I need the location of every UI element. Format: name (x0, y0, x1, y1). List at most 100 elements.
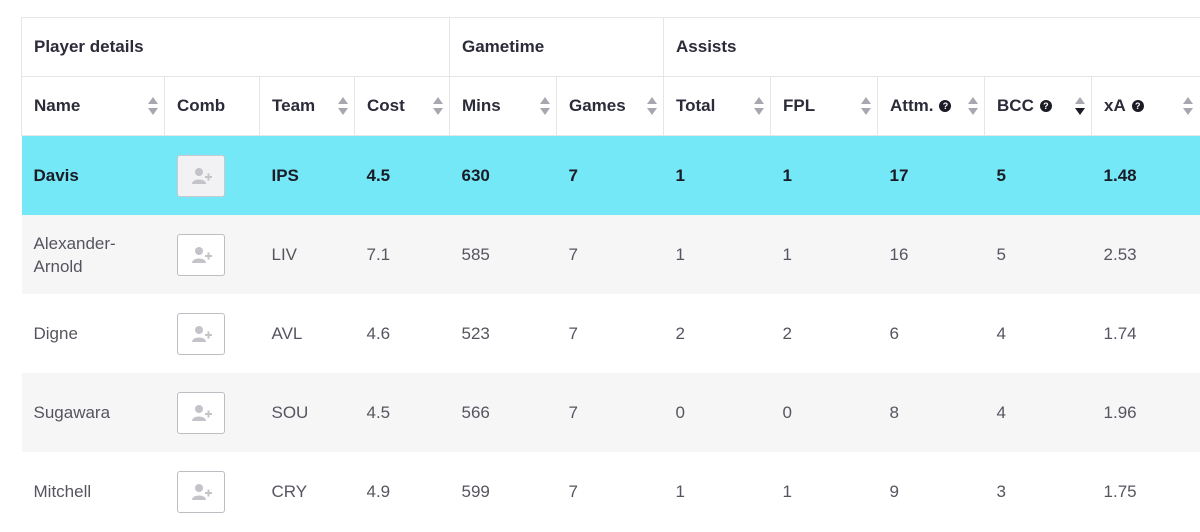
help-icon[interactable]: ? (1131, 100, 1144, 112)
add-to-comb-button[interactable] (176, 312, 225, 355)
assists-total: 0 (663, 373, 771, 452)
group-assists: Assists (663, 17, 1200, 77)
mins: 585 (449, 215, 557, 294)
comb-cell (164, 215, 260, 294)
player-name[interactable]: Digne (33, 324, 78, 343)
sort-arrows-icon[interactable] (338, 96, 348, 116)
attm: 17 (877, 135, 985, 215)
table-body: Davis IPS 4.5 630 7 1 1 17 5 1.48 Alexan… (21, 135, 1200, 532)
help-icon[interactable]: ? (939, 100, 952, 112)
assists-fpl: 2 (782, 323, 792, 343)
mins: 523 (461, 323, 490, 343)
sort-arrows-icon[interactable] (540, 96, 550, 116)
team: CRY (271, 481, 308, 501)
add-to-comb-button[interactable] (176, 470, 225, 513)
mins: 566 (449, 373, 557, 452)
sort-arrows-icon[interactable] (148, 96, 158, 116)
add-to-comb-button[interactable] (176, 391, 225, 434)
cost: 4.9 (366, 481, 391, 501)
comb-cell (165, 294, 260, 373)
add-user-icon (191, 325, 212, 342)
cost: 4.6 (366, 323, 391, 343)
sort-arrows-icon[interactable] (647, 96, 658, 116)
xa: 1.96 (1091, 373, 1200, 452)
col-header-bcc[interactable]: BCC? (984, 76, 1093, 136)
xa: 1.75 (1103, 481, 1137, 501)
table-row[interactable]: Alexander-Arnold LIV 7.1 585 7 1 1 16 5 … (21, 215, 1200, 294)
assists-fpl: 0 (770, 373, 878, 452)
team: AVL (271, 323, 303, 343)
sort-arrows-icon[interactable] (433, 96, 443, 116)
player-name[interactable]: Mitchell (33, 482, 92, 501)
table-row[interactable]: Digne AVL 4.6 523 7 2 2 6 4 1.74 (22, 294, 1200, 373)
bcc: 3 (996, 481, 1006, 501)
cost: 4.5 (354, 373, 450, 452)
add-user-icon (191, 404, 212, 421)
team: SOU (259, 373, 355, 452)
player-name[interactable]: Davis (21, 135, 165, 215)
assists-total: 2 (675, 323, 685, 343)
cost: 7.1 (354, 215, 450, 294)
table-row[interactable]: Mitchell CRY 4.9 599 7 1 1 9 3 1.75 (22, 452, 1200, 531)
add-user-icon (191, 483, 212, 500)
col-header-team[interactable]: Team (259, 76, 355, 136)
games: 7 (568, 481, 578, 501)
xa: 1.48 (1091, 135, 1200, 215)
sort-arrows-icon[interactable] (1075, 96, 1086, 116)
attm: 8 (877, 373, 985, 452)
xa: 2.53 (1091, 215, 1200, 294)
assists-total: 1 (663, 215, 771, 294)
attm: 9 (889, 481, 899, 501)
table-row[interactable]: Davis IPS 4.5 630 7 1 1 17 5 1.48 (21, 135, 1200, 215)
col-header-mins[interactable]: Mins (449, 76, 557, 136)
add-to-comb-button[interactable] (176, 233, 225, 276)
table-row[interactable]: Sugawara SOU 4.5 566 7 0 0 8 4 1.96 (21, 373, 1200, 452)
sort-arrows-icon[interactable] (1183, 96, 1194, 116)
col-header-comb: Comb (164, 76, 260, 136)
col-header-xa[interactable]: xA? (1091, 76, 1200, 136)
group-player-details: Player details (21, 17, 450, 77)
sort-arrows-icon[interactable] (754, 96, 765, 116)
attm: 6 (889, 323, 899, 343)
mins: 630 (449, 135, 557, 215)
col-header-total[interactable]: Total (663, 76, 772, 136)
games: 7 (556, 215, 664, 294)
comb-cell (164, 373, 260, 452)
comb-cell (164, 135, 260, 215)
group-gametime: Gametime (448, 17, 665, 77)
bcc: 4 (996, 323, 1006, 343)
add-user-icon (191, 167, 212, 184)
col-header-name[interactable]: Name (21, 76, 165, 136)
team: IPS (259, 135, 355, 215)
comb-cell (165, 452, 260, 531)
col-header-attm[interactable]: Attm.? (877, 76, 986, 136)
cost: 4.5 (354, 135, 450, 215)
attm: 16 (877, 215, 985, 294)
col-header-fpl[interactable]: FPL (770, 76, 879, 136)
add-user-icon (191, 246, 212, 263)
player-stats-table: Player details Gametime Assists Name Com… (21, 17, 1200, 531)
games: 7 (556, 373, 664, 452)
player-name[interactable]: Sugawara (21, 373, 165, 452)
player-stats-table-container: Player details Gametime Assists Name Com… (21, 17, 1200, 531)
col-header-cost[interactable]: Cost (354, 76, 450, 136)
xa: 1.74 (1103, 323, 1137, 343)
assists-fpl: 1 (782, 481, 792, 501)
bcc: 5 (984, 215, 1092, 294)
games: 7 (568, 323, 578, 343)
sort-arrows-icon[interactable] (861, 96, 872, 116)
bcc: 5 (984, 135, 1092, 215)
header-columns-row: Name Comb Team Cost Mins Games Total FPL… (21, 76, 1200, 136)
bcc: 4 (984, 373, 1092, 452)
assists-total: 1 (675, 481, 685, 501)
assists-fpl: 1 (770, 215, 878, 294)
table-header: Player details Gametime Assists Name Com… (21, 17, 1200, 136)
col-header-games[interactable]: Games (555, 76, 665, 136)
player-name[interactable]: Alexander-Arnold (21, 215, 165, 294)
add-to-comb-button[interactable] (176, 154, 225, 197)
assists-total: 1 (663, 135, 771, 215)
team: LIV (259, 215, 355, 294)
assists-fpl: 1 (770, 135, 878, 215)
sort-arrows-icon[interactable] (968, 96, 979, 116)
help-icon[interactable]: ? (1039, 100, 1052, 112)
